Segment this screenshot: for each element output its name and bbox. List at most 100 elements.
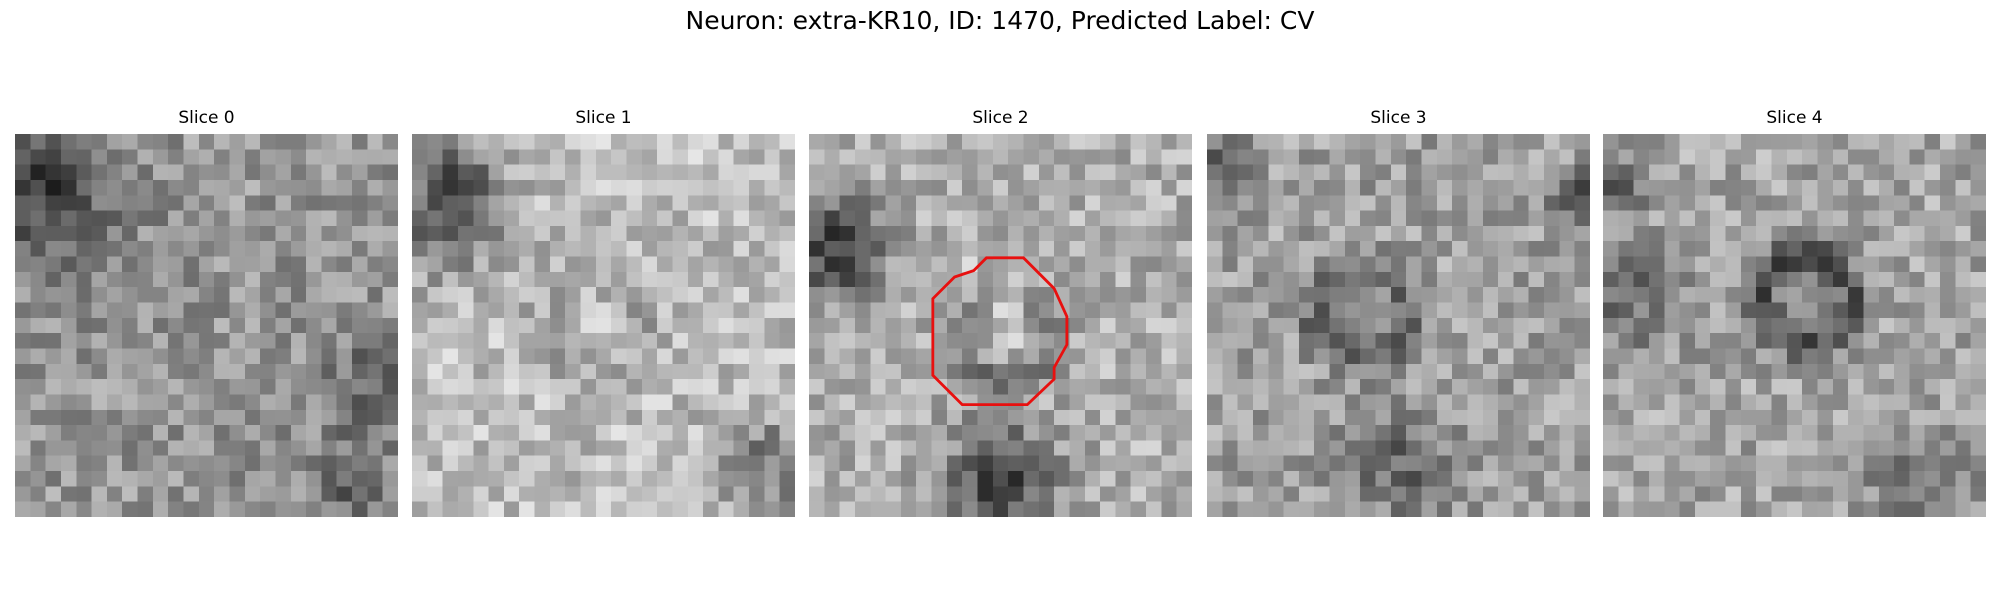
pixel (321, 149, 338, 166)
pixel (91, 471, 108, 487)
pixel (1878, 348, 1895, 365)
pixel (1268, 486, 1284, 503)
pixel (1069, 317, 1086, 334)
pixel (1237, 363, 1254, 380)
pixel (1283, 486, 1300, 503)
pixel (1421, 317, 1438, 334)
pixel (1161, 409, 1178, 426)
pixel (336, 394, 353, 411)
pixel (1207, 486, 1223, 503)
pixel (1008, 256, 1024, 273)
pixel (1771, 409, 1788, 426)
pixel (1970, 134, 1986, 150)
pixel (45, 210, 62, 227)
pixel (1955, 287, 1972, 303)
pixel (1069, 179, 1086, 196)
pixel (1924, 363, 1941, 380)
pixel (457, 225, 474, 242)
pixel (1817, 210, 1834, 227)
pixel (367, 455, 384, 472)
pixel (306, 471, 322, 487)
pixel (764, 241, 781, 257)
pixel (1100, 225, 1116, 242)
pixel (1054, 210, 1070, 227)
pixel (60, 287, 77, 303)
pixel (1406, 164, 1422, 181)
pixel (1452, 333, 1468, 349)
pixel (1069, 256, 1086, 273)
pixel (519, 409, 535, 426)
pixel (106, 149, 123, 166)
pixel (1970, 379, 1986, 395)
pixel (1252, 471, 1269, 487)
pixel (1878, 394, 1895, 411)
pixel (1559, 363, 1576, 380)
pixel (244, 333, 261, 349)
pixel (946, 241, 963, 257)
pixel (382, 501, 398, 517)
pixel (1176, 425, 1192, 441)
pixel (1771, 302, 1788, 319)
pixel (30, 149, 47, 166)
pixel (1740, 333, 1757, 349)
pixel (1528, 440, 1545, 457)
pixel (1603, 501, 1619, 517)
pixel (1771, 225, 1788, 242)
pixel (703, 363, 719, 380)
pixel (1528, 149, 1545, 166)
pixel (1283, 333, 1300, 349)
pixel (503, 164, 520, 181)
pixel (977, 179, 994, 196)
pixel (1955, 425, 1972, 441)
pixel (1023, 440, 1040, 457)
pixel (626, 379, 643, 395)
pixel (672, 179, 689, 196)
pixel (519, 348, 535, 365)
pixel (977, 164, 994, 181)
pixel (1848, 149, 1864, 166)
pixel (15, 287, 31, 303)
pixel (1329, 440, 1346, 457)
pixel (1146, 210, 1162, 227)
pixel (1375, 179, 1392, 196)
pixel (931, 455, 948, 472)
pixel (412, 425, 428, 441)
pixel (427, 363, 444, 380)
pixel (76, 363, 92, 380)
pixel (1940, 134, 1956, 150)
pixel (931, 210, 948, 227)
pixel (382, 225, 398, 242)
pixel (1176, 379, 1192, 395)
pixel (1452, 425, 1468, 441)
pixel (916, 501, 932, 517)
pixel (91, 379, 108, 395)
pixel (352, 271, 368, 288)
pixel (1817, 225, 1834, 242)
pixel (1252, 333, 1269, 349)
pixel (854, 225, 871, 242)
pixel (1832, 225, 1849, 242)
pixel (1390, 134, 1407, 150)
pixel (229, 317, 246, 334)
pixel (992, 195, 1009, 211)
pixel (412, 195, 428, 211)
pixel (1176, 210, 1192, 227)
pixel (1633, 241, 1650, 257)
pixel (244, 287, 261, 303)
pixel (214, 501, 230, 517)
pixel (1559, 164, 1576, 181)
pixel (306, 440, 322, 457)
pixel (1679, 195, 1696, 211)
pixel (382, 348, 398, 365)
pixel (1298, 302, 1315, 319)
pixel (1222, 471, 1239, 487)
pixel (1069, 379, 1086, 395)
pixel (1283, 471, 1300, 487)
pixel (76, 348, 92, 365)
pixel (106, 179, 123, 196)
pixel (1314, 225, 1330, 242)
pixel (1802, 210, 1818, 227)
pixel (183, 287, 200, 303)
pixel (1161, 333, 1178, 349)
pixel (1084, 379, 1101, 395)
